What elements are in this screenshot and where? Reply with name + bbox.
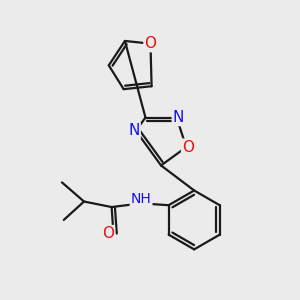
Text: N: N	[128, 123, 140, 138]
Text: O: O	[102, 226, 114, 241]
Text: O: O	[145, 36, 157, 51]
Text: O: O	[182, 140, 194, 154]
Text: N: N	[173, 110, 184, 125]
Text: NH: NH	[131, 192, 152, 206]
